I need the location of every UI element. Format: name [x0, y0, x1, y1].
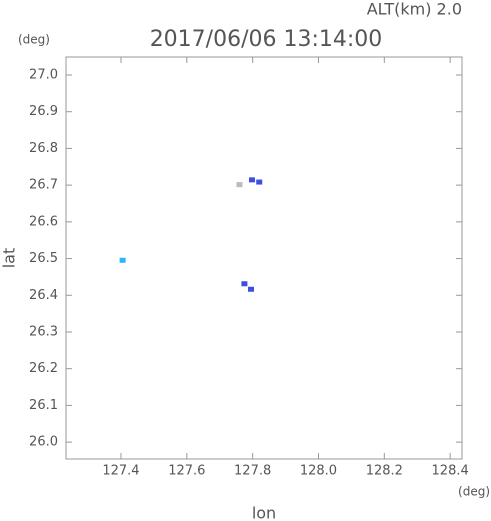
y-tick-label: 26.0: [29, 435, 58, 450]
x-tick-label: 127.6: [168, 464, 205, 479]
plot-frame: [65, 56, 463, 460]
y-tick-label: 26.6: [29, 214, 58, 229]
y-tick-label: 26.9: [29, 104, 58, 119]
y-tick-label: 26.3: [29, 324, 58, 339]
data-point: [248, 177, 255, 183]
y-axis-label: lat: [0, 248, 19, 269]
x-tick-label: 128.2: [366, 464, 403, 479]
y-tick-label: 26.2: [29, 361, 58, 376]
x-axis-label: lon: [252, 504, 276, 521]
y-tick-label: 27.0: [29, 67, 58, 82]
data-point: [119, 257, 126, 263]
data-point: [256, 179, 263, 185]
y-tick-label: 26.1: [29, 398, 58, 413]
x-tick-label: 127.8: [234, 464, 271, 479]
y-tick-label: 26.5: [29, 251, 58, 266]
x-tick-label: 128.0: [300, 464, 337, 479]
y-tick-label: 26.8: [29, 141, 58, 156]
chart-title: 2017/06/06 13:14:00: [150, 27, 383, 52]
x-tick-label: 128.4: [432, 464, 469, 479]
y-tick-label: 26.7: [29, 178, 58, 193]
x-unit: (deg): [458, 485, 490, 499]
data-point: [247, 286, 254, 292]
y-tick-label: 26.4: [29, 288, 58, 303]
y-unit: (deg): [18, 33, 50, 47]
data-point: [236, 182, 243, 188]
x-tick-label: 127.4: [102, 464, 139, 479]
altitude-label: ALT(km) 2.0: [367, 0, 462, 19]
data-point: [241, 281, 248, 287]
